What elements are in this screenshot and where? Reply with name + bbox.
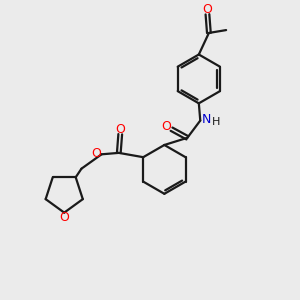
Text: O: O [59,211,69,224]
Text: H: H [212,117,220,127]
Text: O: O [115,122,125,136]
Text: O: O [202,3,212,16]
Text: O: O [161,120,171,133]
Text: N: N [201,113,211,127]
Text: O: O [92,147,101,160]
